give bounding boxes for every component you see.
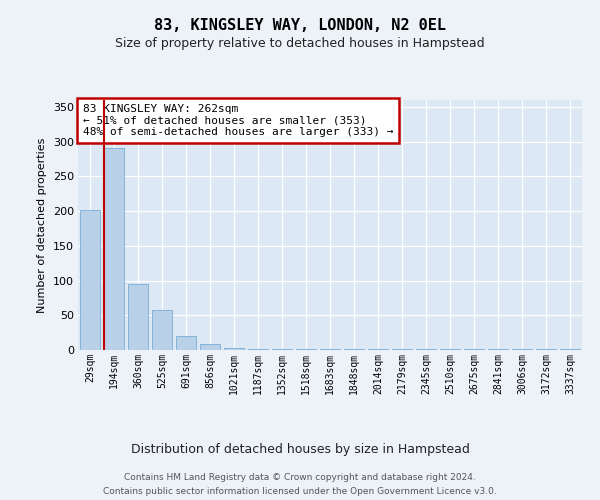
Bar <box>224 348 244 350</box>
Bar <box>200 344 220 350</box>
Bar <box>176 336 196 350</box>
Text: 83 KINGSLEY WAY: 262sqm
← 51% of detached houses are smaller (353)
48% of semi-d: 83 KINGSLEY WAY: 262sqm ← 51% of detache… <box>83 104 394 137</box>
Y-axis label: Number of detached properties: Number of detached properties <box>37 138 47 312</box>
Bar <box>152 310 172 350</box>
Bar <box>80 210 100 350</box>
Text: Distribution of detached houses by size in Hampstead: Distribution of detached houses by size … <box>131 442 469 456</box>
Bar <box>104 148 124 350</box>
Text: Contains HM Land Registry data © Crown copyright and database right 2024.: Contains HM Land Registry data © Crown c… <box>124 472 476 482</box>
Bar <box>248 348 268 350</box>
Text: 83, KINGSLEY WAY, LONDON, N2 0EL: 83, KINGSLEY WAY, LONDON, N2 0EL <box>154 18 446 32</box>
Text: Size of property relative to detached houses in Hampstead: Size of property relative to detached ho… <box>115 38 485 51</box>
Bar <box>128 284 148 350</box>
Text: Contains public sector information licensed under the Open Government Licence v3: Contains public sector information licen… <box>103 488 497 496</box>
